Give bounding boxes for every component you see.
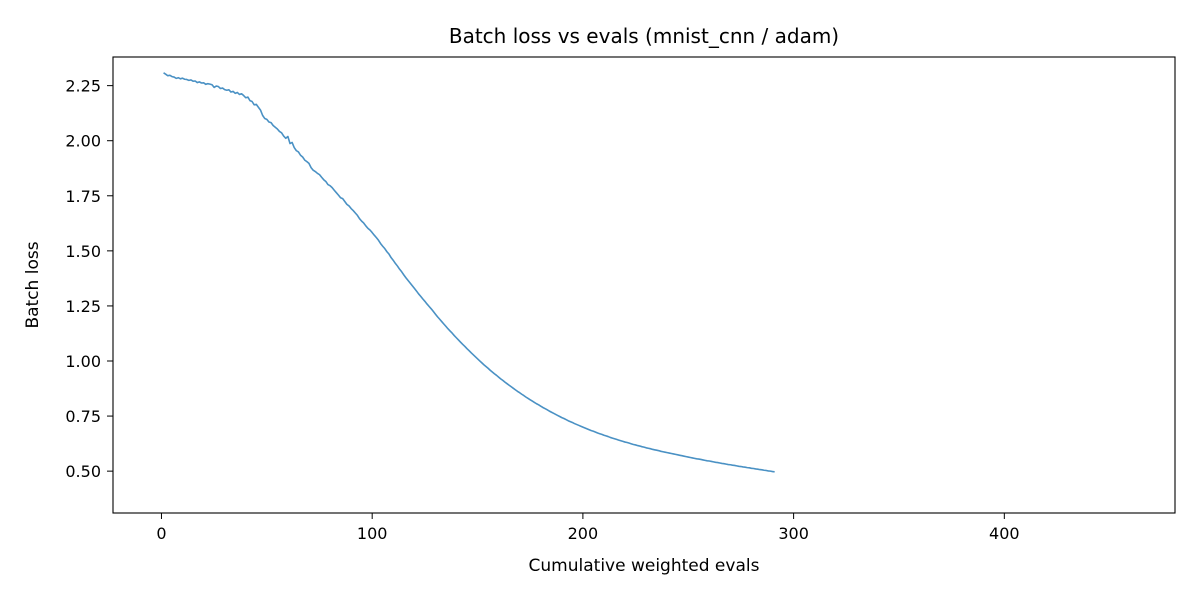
chart-title: Batch loss vs evals (mnist_cnn / adam) xyxy=(449,24,839,48)
y-tick-label: 0.75 xyxy=(65,407,101,426)
y-tick-label: 2.25 xyxy=(65,77,101,96)
series-line xyxy=(163,72,775,473)
x-axis: 0 100 200 300 400 xyxy=(156,513,1020,543)
x-axis-label: Cumulative weighted evals xyxy=(529,556,760,576)
plot-frame xyxy=(112,56,1176,514)
y-tick-label: 0.50 xyxy=(65,462,101,481)
x-tick-label: 400 xyxy=(989,524,1020,543)
y-tick-label: 1.25 xyxy=(65,297,101,316)
y-axis: 0.50 0.75 1.00 1.25 1.50 1.75 2.00 2.25 xyxy=(65,77,113,481)
x-tick-label: 0 xyxy=(156,524,166,543)
x-tick-label: 200 xyxy=(568,524,599,543)
x-tick-label: 100 xyxy=(357,524,388,543)
series-layer xyxy=(163,72,775,473)
x-tick-label: 300 xyxy=(778,524,809,543)
y-tick-label: 1.50 xyxy=(65,242,101,261)
y-tick-label: 1.00 xyxy=(65,352,101,371)
y-tick-label: 1.75 xyxy=(65,187,101,206)
y-axis-label: Batch loss xyxy=(23,241,43,328)
y-tick-label: 2.00 xyxy=(65,132,101,151)
